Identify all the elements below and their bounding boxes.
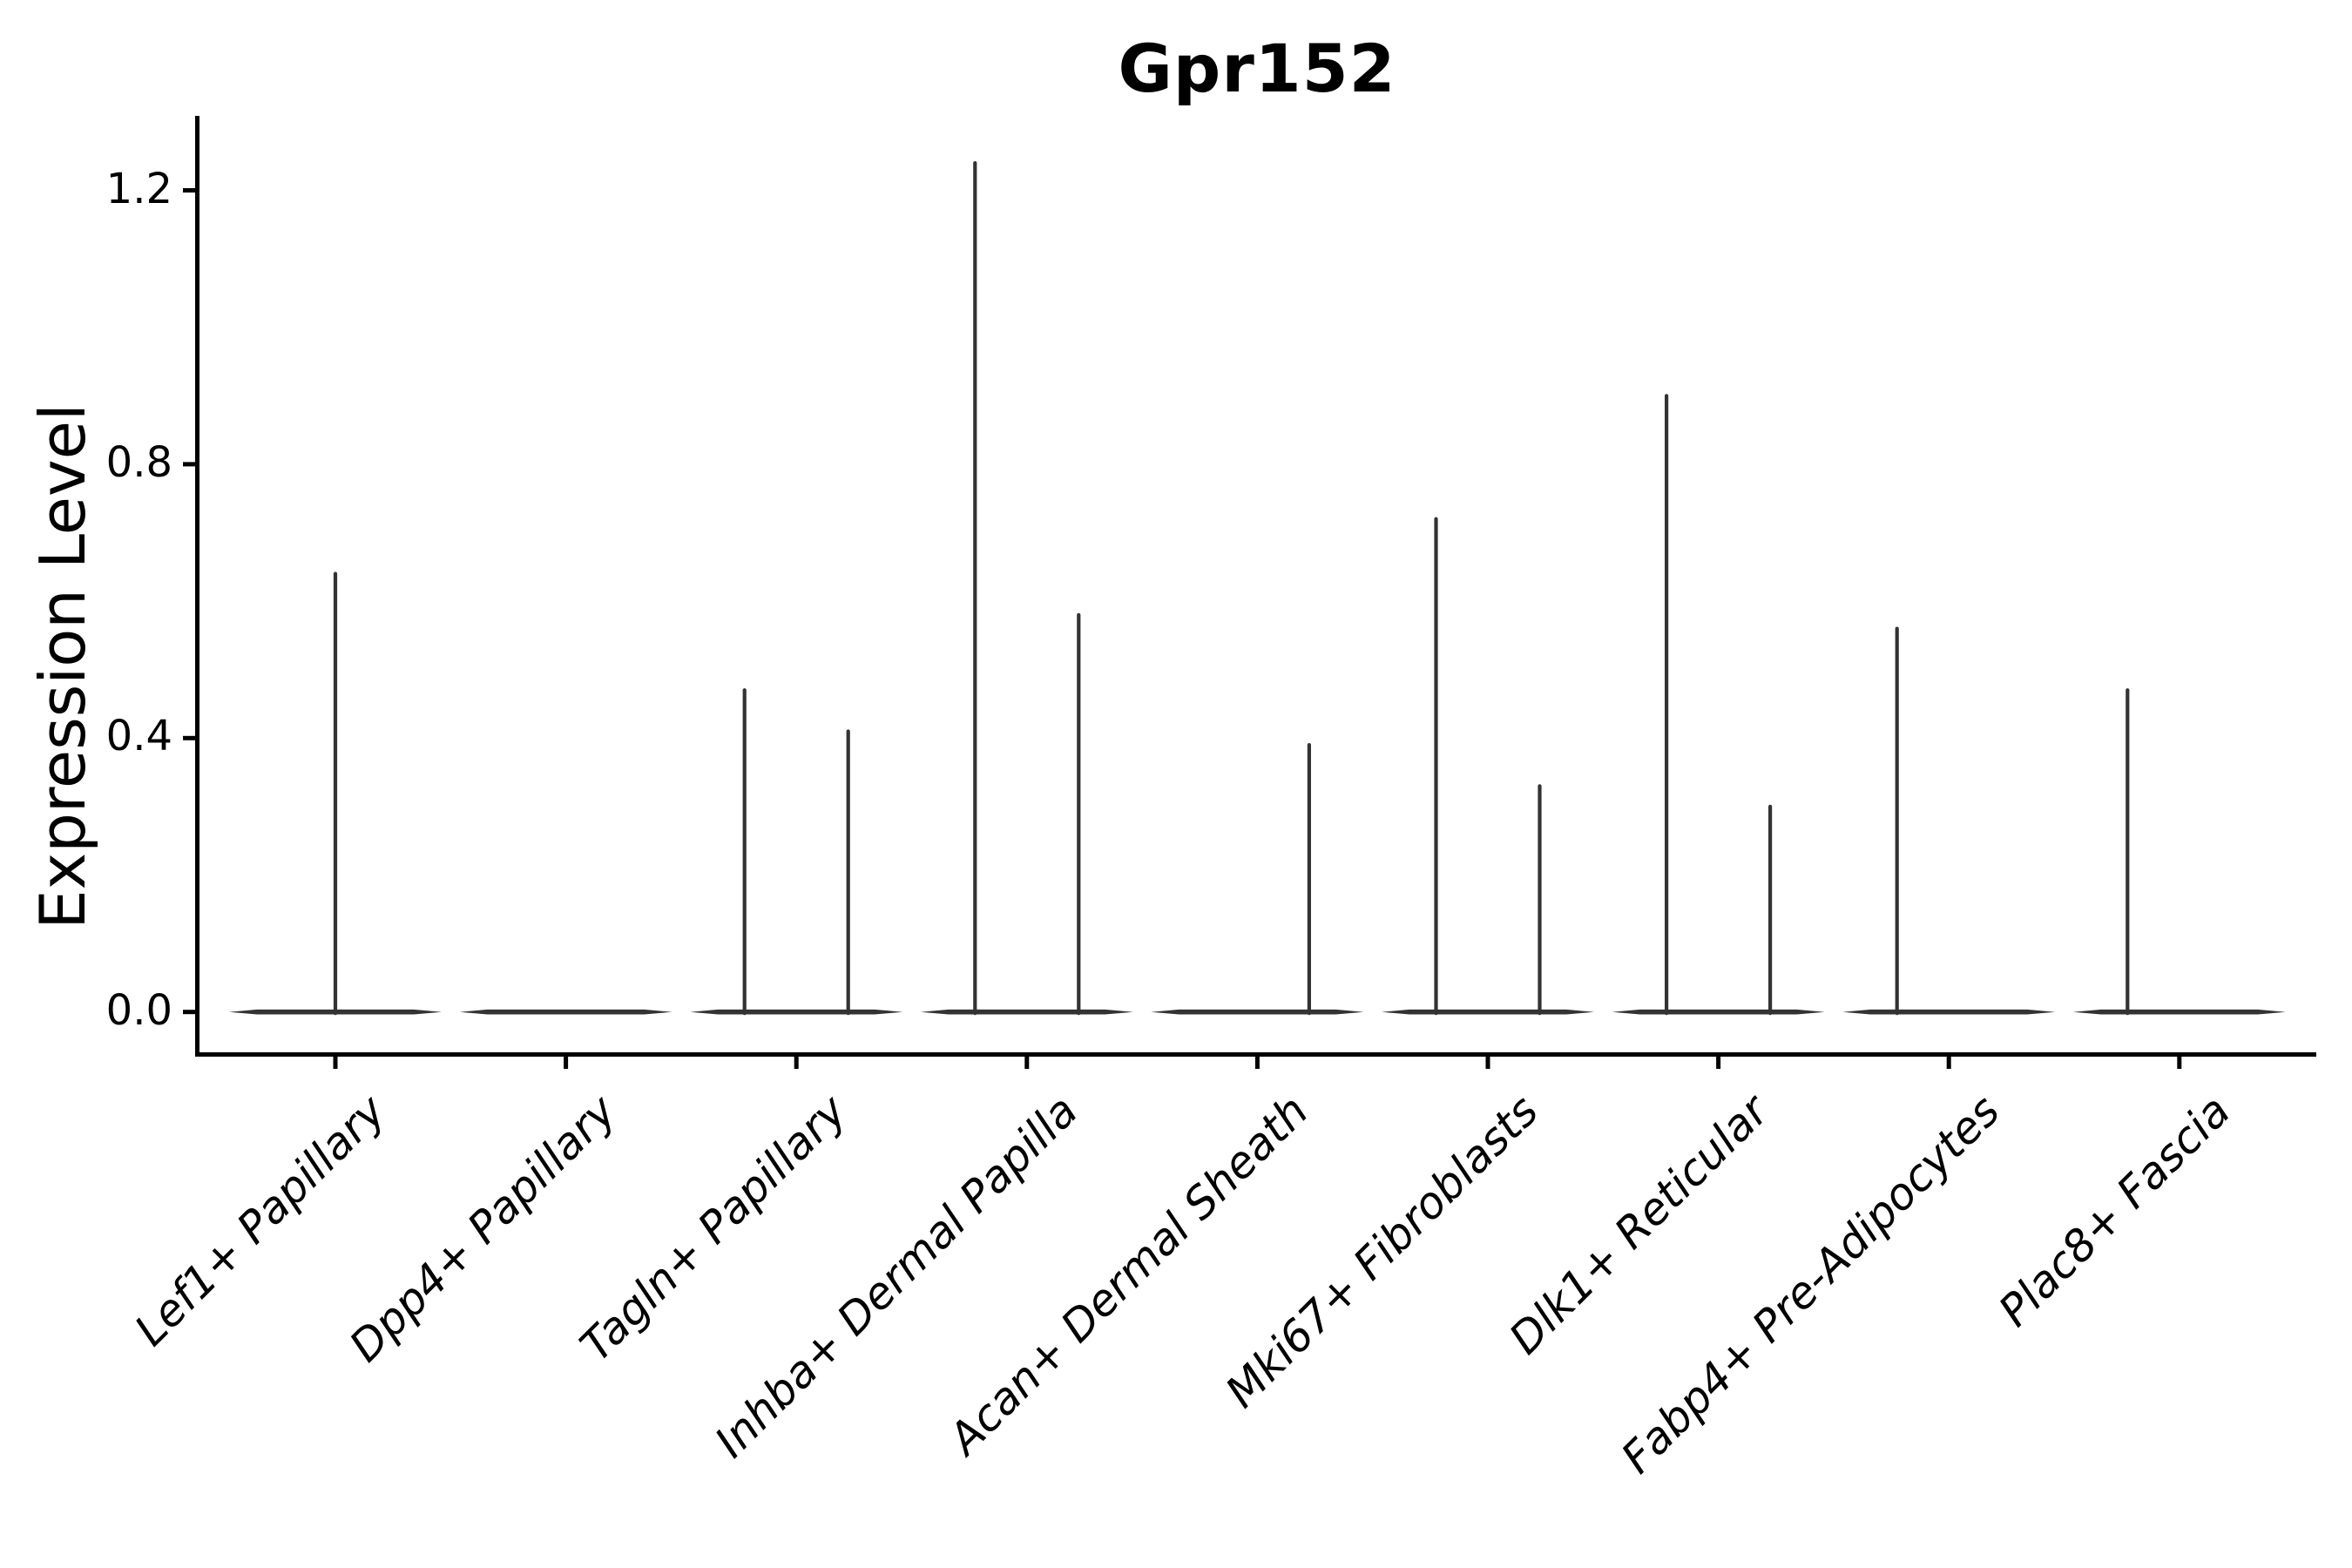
- y-tick-label: 0.0: [105, 985, 172, 1035]
- violin-base: [459, 1009, 672, 1015]
- violin-base: [1612, 1009, 1825, 1015]
- violin-base: [690, 1009, 903, 1015]
- y-tick-label: 0.4: [105, 712, 172, 761]
- y-tick-label: 0.8: [105, 437, 172, 487]
- chart-title: Gpr152: [1118, 30, 1396, 107]
- violin-base: [920, 1009, 1133, 1015]
- violin-base: [1842, 1009, 2056, 1015]
- violin-base: [1382, 1009, 1594, 1015]
- violin-base: [1151, 1009, 1364, 1015]
- y-tick-label: 1.2: [105, 164, 172, 213]
- violin-base: [2072, 1009, 2286, 1015]
